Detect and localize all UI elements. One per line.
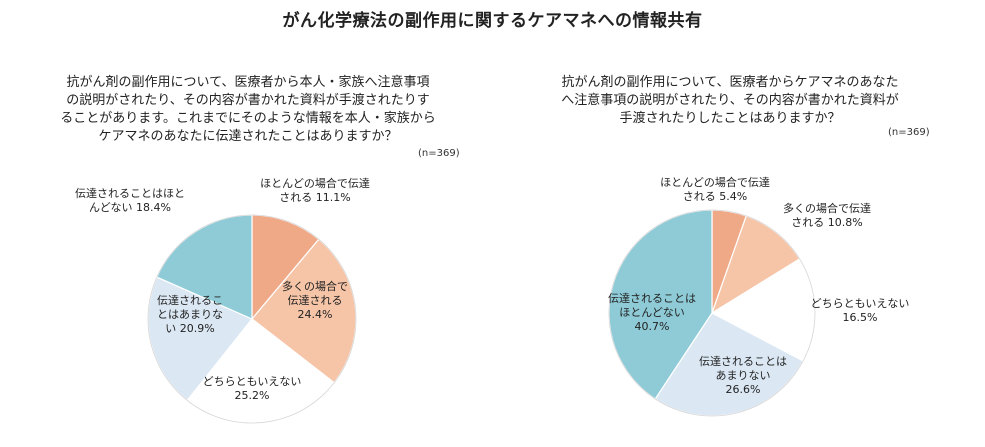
- pie2-slice-label-2: 多くの場合で伝達される 10.8%: [783, 201, 871, 229]
- pie2-slice-label-4: 伝達されることはあまりない 26.6%: [699, 355, 787, 396]
- left-sample-size: (n=369): [418, 148, 460, 159]
- pie1-slice-label-3: どちらともいえない 25.2%: [203, 375, 302, 402]
- question-line: 抗がん剤の副作用について、医療者から本人・家族へ注意事項: [66, 75, 430, 90]
- question-line: へ注意事項の説明がされたり、その内容が書かれた資料が: [561, 93, 899, 108]
- pie1-slice-label-2: 多くの場合で伝達される 24.4%: [282, 279, 348, 321]
- question-line: ケアマネのあなたに伝達されたことはありますか？: [98, 129, 398, 144]
- pie2-outline: [608, 209, 816, 417]
- page-title: がん化学療法の副作用に関するケアマネへの情報共有: [282, 11, 703, 31]
- pie1-outline: [147, 214, 357, 424]
- right-sample-size: (n=369): [888, 127, 930, 138]
- pie2-slice-label-1: ほとんどの場合で伝達される 5.4%: [660, 175, 770, 203]
- question-line: ることがあります。これまでにそのような情報を本人・家族から: [60, 111, 436, 126]
- pie1-slice-label-4: 伝達されることはあまりない 20.9%: [157, 294, 223, 335]
- pie2-slice-label-5: 伝達されることはほとんどない 40.7%: [608, 292, 696, 333]
- question-line: 手渡されたりしたことはありますか？: [619, 111, 841, 126]
- right-question: 抗がん剤の副作用について、医療者からケアマネのあなた へ注意事項の説明がされたり…: [520, 74, 940, 128]
- pie1-slice-label-5: 伝達されることはほとんどない 18.4%: [75, 187, 185, 214]
- question-line: 抗がん剤の副作用について、医療者からケアマネのあなた: [561, 75, 899, 90]
- pie1-slice-label-1: ほとんどの場合で伝達される 11.1%: [260, 176, 370, 204]
- left-question: 抗がん剤の副作用について、医療者から本人・家族へ注意事項 の説明がされたり、その…: [28, 74, 468, 146]
- question-line: の説明がされたり、その内容が書かれた資料が手渡されたりす: [66, 93, 430, 108]
- pie2-slice-label-3: どちらともいえない 16.5%: [811, 297, 910, 324]
